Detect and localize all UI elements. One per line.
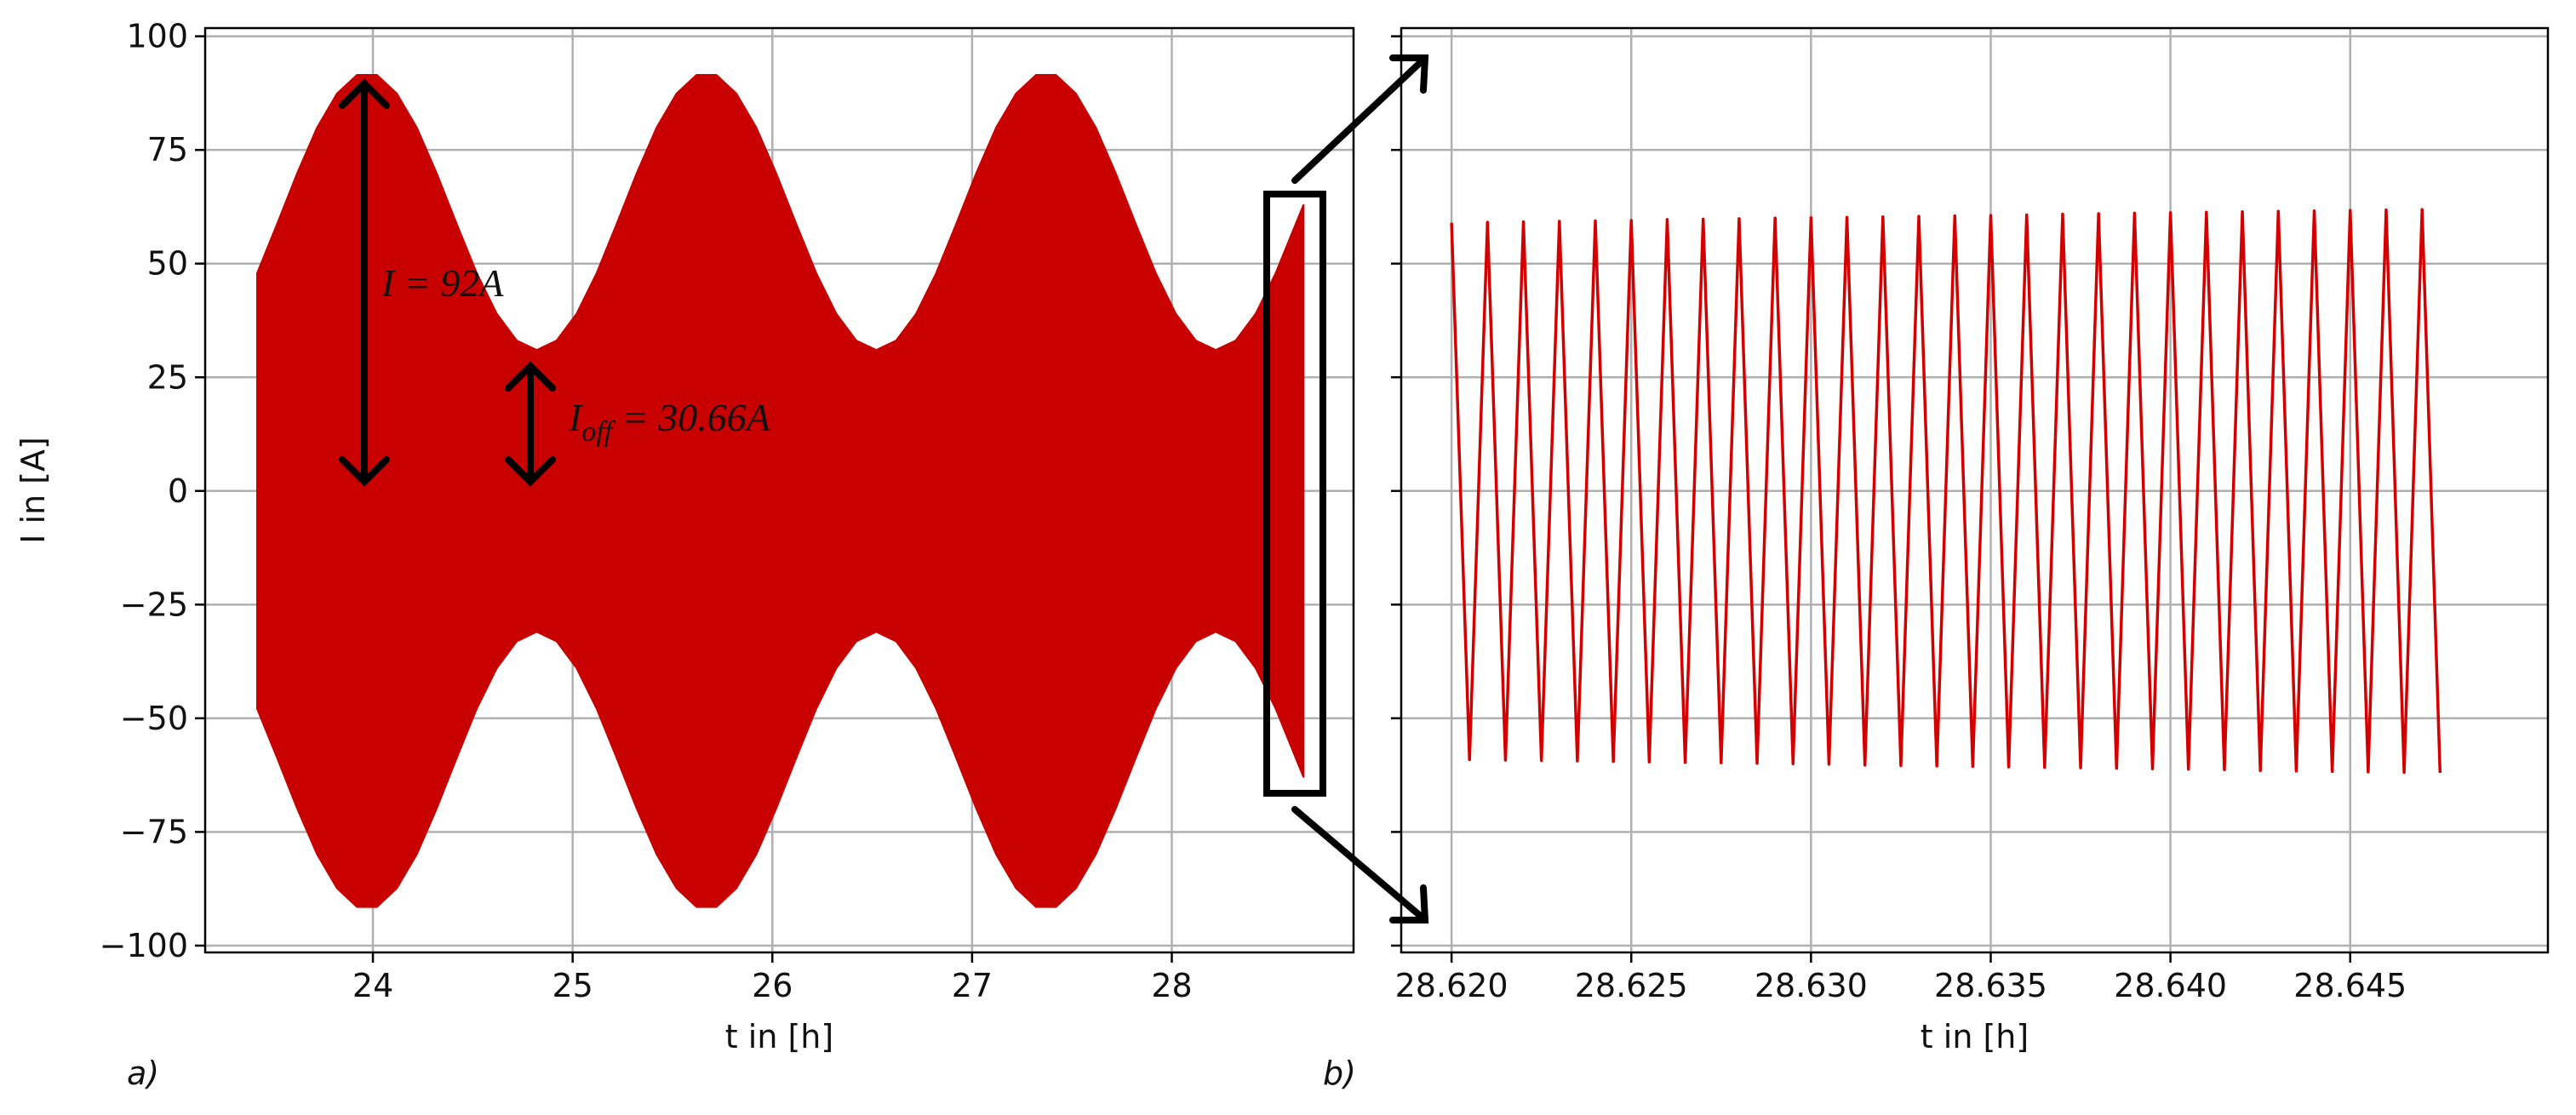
arrow-head xyxy=(505,361,556,392)
arrow-head xyxy=(339,456,390,487)
x-tick-label: 28.640 xyxy=(2114,967,2227,1004)
y-tick-label: −25 xyxy=(120,586,188,623)
x-tick-label: 28.625 xyxy=(1575,967,1688,1004)
y-axis-label: I in [A] xyxy=(14,437,52,544)
y-tick-label: 75 xyxy=(147,131,188,169)
x-tick-label: 28.620 xyxy=(1395,967,1508,1004)
y-tick-label: −75 xyxy=(120,813,188,850)
zoom-arrow xyxy=(1291,806,1427,922)
x-tick-label: 27 xyxy=(952,967,993,1004)
annotation-rest: = 30.66A xyxy=(612,396,771,439)
y-tick-label: 0 xyxy=(168,472,188,510)
x-tick-label: 26 xyxy=(752,967,793,1004)
x-tick-label: 28 xyxy=(1151,967,1192,1004)
arrow-head xyxy=(505,456,556,487)
zoom-box xyxy=(1263,191,1326,797)
x-axis-label: t in [h] xyxy=(725,1018,833,1055)
x-tick-label: 28.645 xyxy=(2293,967,2407,1004)
annotation-arrows xyxy=(339,54,1429,923)
plot-layer: 24 25 26 27 28 −100 −75 −50 −25 0 25 50 75 100 t in [h… xyxy=(14,18,2550,1092)
x-tick-label: 28.635 xyxy=(1934,967,2047,1004)
y-tick-label: 100 xyxy=(126,18,188,55)
arrow-head xyxy=(1389,884,1429,923)
x-tick-label: 24 xyxy=(352,967,393,1004)
annotation: I = 92A xyxy=(381,261,504,305)
axes-frame xyxy=(1400,26,2550,954)
annotation: Ioff = 30.66A xyxy=(568,396,771,448)
x-tick-label: 28.630 xyxy=(1755,967,1868,1004)
signal-envelope xyxy=(255,489,1305,908)
y-tick-label: −100 xyxy=(100,927,188,964)
annotation-sub: off xyxy=(581,416,615,448)
axes-frame xyxy=(203,26,1355,954)
panel-label: a) xyxy=(127,1055,159,1092)
annotation-main: I xyxy=(568,396,584,439)
x-axis-label: t in [h] xyxy=(1921,1018,2029,1055)
panel-label: b) xyxy=(1323,1055,1356,1092)
x-tick-label: 25 xyxy=(552,967,593,1004)
arrow-head xyxy=(339,78,390,109)
signal-line xyxy=(1450,208,2442,775)
arrow-head xyxy=(1389,54,1429,94)
y-tick-label: −50 xyxy=(120,700,188,737)
signal-envelope xyxy=(255,74,1305,492)
zoom-arrow xyxy=(1291,56,1427,184)
y-tick-label: 25 xyxy=(147,358,188,396)
y-tick-label: 50 xyxy=(147,245,188,283)
